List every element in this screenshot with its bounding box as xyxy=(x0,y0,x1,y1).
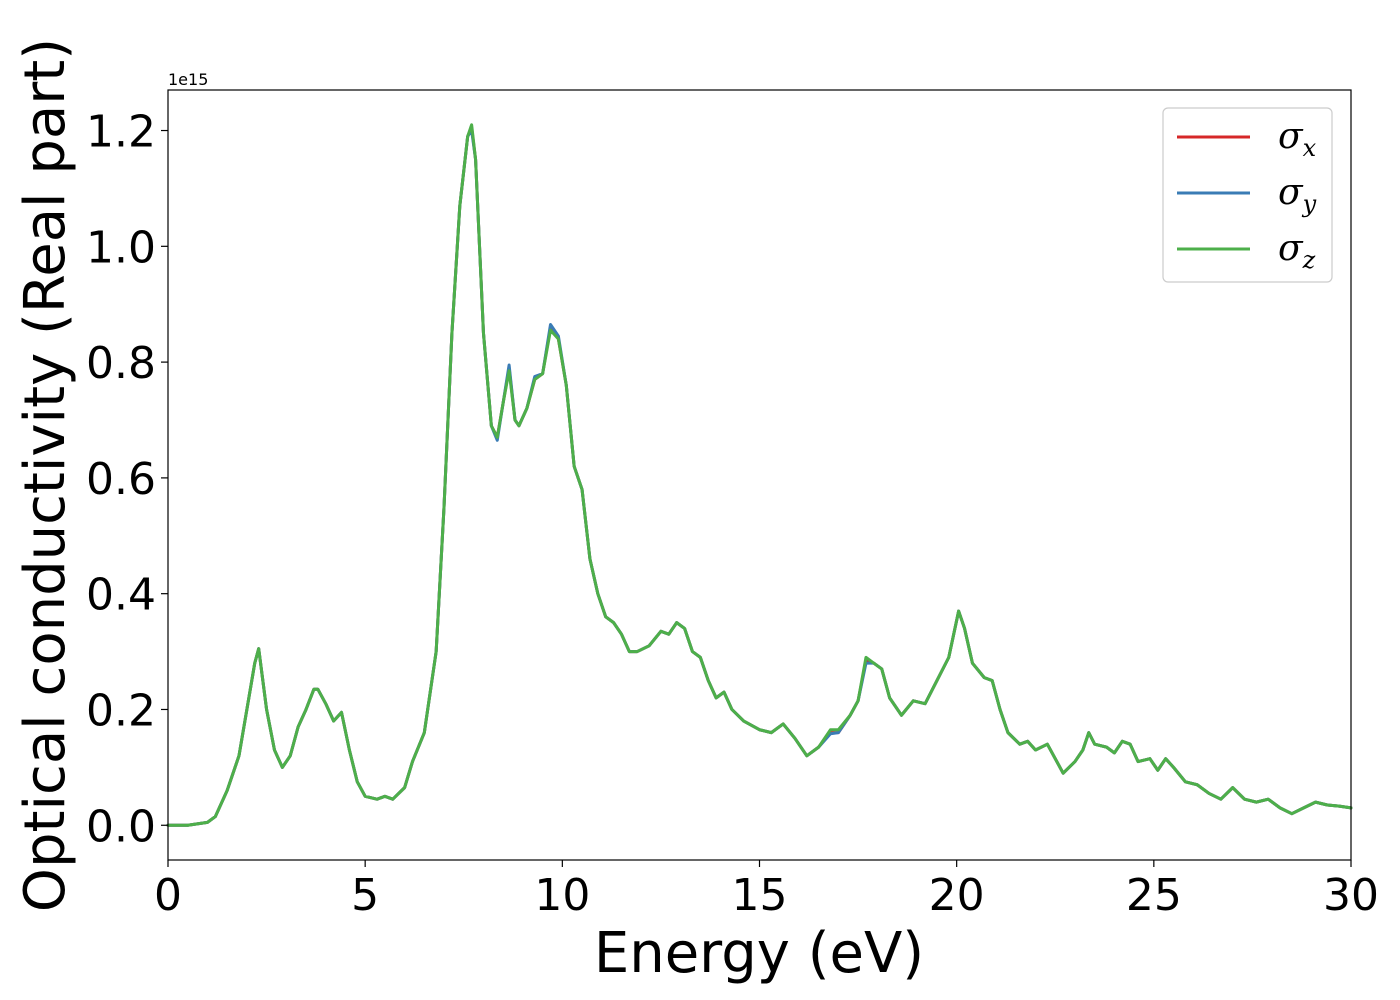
y-offset-text: 1e15 xyxy=(168,70,208,89)
y-axis-label: Optical conductivity (Real part) xyxy=(13,38,78,912)
x-tick-label: 0 xyxy=(154,870,182,921)
x-tick-label: 10 xyxy=(534,870,590,921)
y-tick-label: 0.4 xyxy=(86,570,156,621)
x-tick-label: 30 xyxy=(1323,870,1379,921)
y-tick-label: 1.0 xyxy=(86,222,156,273)
x-tick-label: 5 xyxy=(351,870,379,921)
y-tick-label: 0.6 xyxy=(86,454,156,505)
x-axis-ticks: 0 5 10 15 20 25 30 xyxy=(154,860,1379,921)
legend-frame xyxy=(1162,107,1333,283)
x-tick-label: 15 xyxy=(732,870,788,921)
series-line-z xyxy=(166,123,1353,827)
series-layer xyxy=(166,123,1353,827)
y-tick-label: 0.2 xyxy=(86,685,156,736)
y-tick-label: 0.8 xyxy=(86,338,156,389)
x-tick-label: 20 xyxy=(929,870,985,921)
y-tick-label: 1.2 xyxy=(86,107,156,158)
y-tick-label: 0.0 xyxy=(86,801,156,852)
y-axis-ticks: 0.0 0.2 0.4 0.6 0.8 1.0 1.2 xyxy=(86,107,168,852)
x-axis-label: Energy (eV) xyxy=(594,921,924,986)
x-tick-label: 25 xyxy=(1126,870,1182,921)
